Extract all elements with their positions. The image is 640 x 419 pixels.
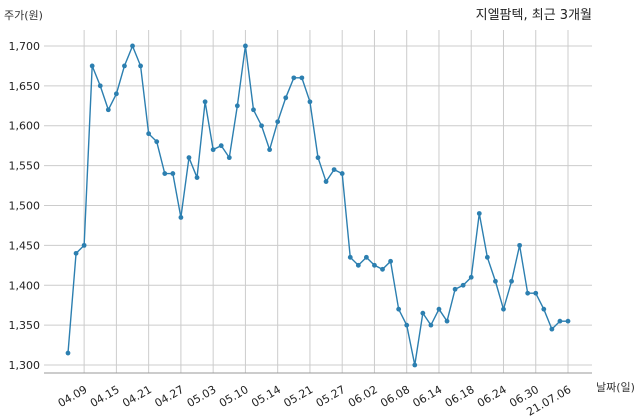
- data-point-32: [323, 179, 329, 184]
- data-point-22: [243, 43, 248, 49]
- data-point-57: [525, 290, 531, 296]
- x-tick-label-6: 05.14: [249, 383, 283, 410]
- y-tick-label-4: 1,500: [9, 199, 41, 212]
- data-point-62: [565, 318, 571, 324]
- data-point-11: [154, 139, 160, 145]
- data-point-24: [259, 123, 264, 129]
- data-point-7: [122, 63, 127, 69]
- grid-lines: [44, 30, 592, 374]
- data-point-2: [81, 242, 87, 248]
- data-point-17: [202, 99, 208, 105]
- data-point-29: [299, 75, 305, 81]
- data-point-52: [484, 254, 490, 260]
- data-point-15: [186, 155, 192, 161]
- data-point-28: [291, 75, 297, 81]
- x-tick-label-4: 05.03: [185, 383, 219, 410]
- data-point-54: [501, 306, 506, 312]
- data-point-33: [331, 167, 337, 172]
- data-point-16: [194, 175, 200, 180]
- y-tick-label-0: 1,300: [9, 359, 41, 372]
- x-tick-label-3: 04.27: [152, 383, 186, 410]
- price-points: [65, 43, 571, 368]
- data-point-38: [372, 262, 377, 268]
- data-point-6: [113, 91, 119, 97]
- data-point-36: [355, 262, 361, 268]
- x-axis-ticks: 04.0904.1504.2104.2705.0305.1005.1405.21…: [56, 383, 574, 419]
- y-axis-ticks: 1,300 1,350 1,400 1,450 1,500 1,550 1,600 1,650…: [9, 40, 41, 372]
- x-tick-label-11: 06.14: [411, 383, 445, 410]
- data-point-31: [315, 155, 321, 161]
- data-point-4: [97, 83, 103, 89]
- data-point-45: [428, 322, 434, 328]
- x-tick-label-7: 05.21: [282, 383, 316, 410]
- data-point-47: [444, 318, 450, 324]
- data-point-44: [420, 310, 426, 316]
- data-point-3: [89, 63, 95, 69]
- data-point-27: [283, 95, 289, 101]
- data-point-58: [533, 290, 539, 296]
- x-tick-label-8: 05.27: [314, 383, 348, 410]
- chart-title: 지엘팜텍, 최근 3개월: [476, 8, 592, 23]
- data-point-50: [468, 274, 474, 280]
- y-tick-label-7: 1,650: [9, 80, 41, 93]
- y-tick-label-1: 1,350: [9, 319, 41, 332]
- data-point-18: [210, 147, 216, 153]
- data-point-37: [363, 254, 369, 260]
- data-point-12: [162, 171, 168, 176]
- data-point-20: [226, 155, 232, 161]
- x-tick-label-0: 04.09: [56, 383, 90, 410]
- y-tick-label-6: 1,600: [9, 120, 41, 133]
- data-point-59: [541, 306, 547, 312]
- data-point-61: [557, 318, 563, 324]
- data-point-42: [404, 322, 410, 328]
- x-tick-label-5: 05.10: [217, 383, 251, 410]
- data-point-23: [251, 107, 256, 113]
- data-point-9: [138, 63, 143, 69]
- data-point-43: [412, 362, 418, 368]
- data-point-56: [517, 242, 523, 248]
- data-point-10: [146, 131, 152, 137]
- x-axis-title: 날짜(일): [596, 380, 635, 394]
- data-point-39: [380, 266, 385, 272]
- data-point-26: [275, 119, 281, 125]
- data-point-34: [339, 171, 345, 176]
- data-point-49: [460, 282, 466, 288]
- data-point-14: [178, 215, 184, 220]
- data-point-21: [234, 103, 240, 109]
- x-tick-label-13: 06.24: [475, 383, 509, 410]
- x-tick-label-2: 04.21: [120, 383, 154, 410]
- data-point-0: [65, 350, 71, 356]
- y-tick-label-8: 1,700: [9, 40, 41, 53]
- y-axis-title: 주가(원): [4, 9, 43, 22]
- data-point-13: [170, 171, 176, 176]
- data-point-53: [493, 278, 498, 284]
- data-point-60: [549, 326, 555, 332]
- data-point-25: [267, 147, 273, 153]
- y-tick-label-2: 1,400: [9, 279, 41, 292]
- data-point-35: [347, 254, 353, 260]
- data-point-46: [436, 306, 442, 312]
- y-tick-label-3: 1,450: [9, 239, 41, 252]
- data-point-30: [307, 99, 313, 105]
- data-point-8: [130, 43, 135, 49]
- data-point-40: [388, 258, 393, 264]
- x-tick-label-12: 06.18: [443, 383, 477, 410]
- y-tick-label-5: 1,550: [9, 160, 41, 173]
- data-point-55: [509, 278, 514, 284]
- data-point-1: [73, 250, 79, 256]
- data-point-48: [452, 286, 458, 292]
- data-point-51: [476, 211, 482, 216]
- x-tick-label-10: 06.08: [378, 383, 412, 410]
- data-point-19: [218, 143, 224, 149]
- x-tick-label-1: 04.15: [88, 383, 122, 410]
- data-point-41: [396, 306, 402, 312]
- x-tick-label-9: 06.02: [346, 383, 380, 410]
- data-point-5: [105, 107, 111, 113]
